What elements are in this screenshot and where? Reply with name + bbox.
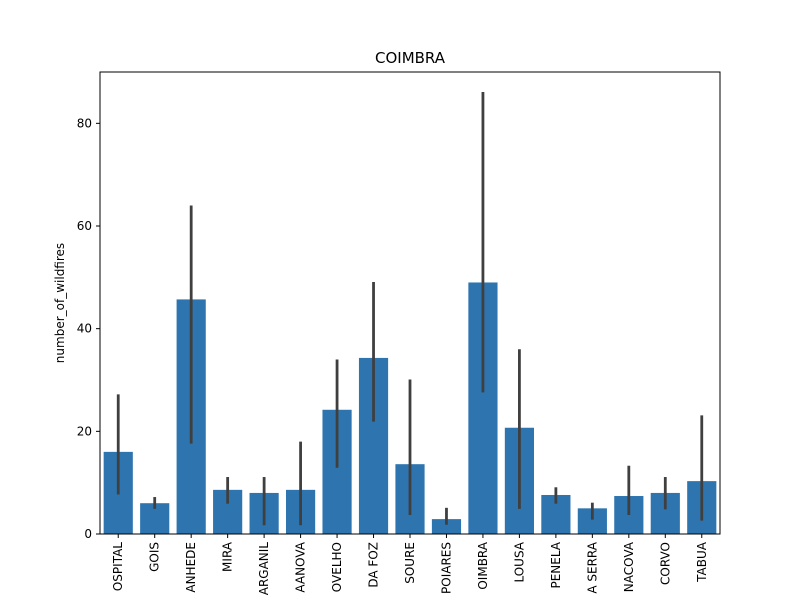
x-tick-label: PENELA [549, 541, 563, 588]
x-axis-ticks: OSPITAL GOIS ANHEDE MIRA ARGANIL AANOVA OVELHO… [111, 534, 709, 595]
x-tick-label: SOURE [403, 542, 417, 584]
x-tick-label: OSPITAL [111, 542, 125, 591]
x-tick-label: TABUA [695, 541, 709, 583]
x-tick-label: GOIS [148, 542, 162, 572]
x-tick-label: ANHEDE [184, 542, 198, 593]
x-tick-label: OVELHO [330, 542, 344, 592]
x-tick-label: DA FOZ [367, 542, 381, 588]
y-tick-label: 20 [77, 424, 92, 438]
y-axis-ticks: 0 20 40 60 80 [77, 116, 100, 541]
y-axis-label: number_of_wildfires [53, 243, 67, 363]
y-tick-label: 40 [77, 322, 92, 336]
chart-title: COIMBRA [375, 49, 446, 67]
bar [431, 519, 462, 534]
x-tick-label: A SERRA [585, 541, 599, 593]
x-tick-label: MIRA [221, 541, 235, 572]
y-tick-label: 0 [84, 527, 92, 541]
x-tick-label: POIARES [439, 542, 453, 594]
x-tick-label: LOUSA [512, 541, 526, 582]
x-tick-label: ARGANIL [257, 542, 271, 596]
x-tick-label: OIMBRA [476, 541, 490, 589]
x-tick-label: AANOVA [294, 541, 308, 592]
y-tick-label: 60 [77, 219, 92, 233]
x-tick-label: NACOVA [622, 541, 636, 592]
x-tick-label: CORVO [658, 542, 672, 585]
plot-frame [99, 71, 721, 535]
errorbars-group [116, 92, 704, 526]
y-tick-label: 80 [77, 116, 92, 130]
